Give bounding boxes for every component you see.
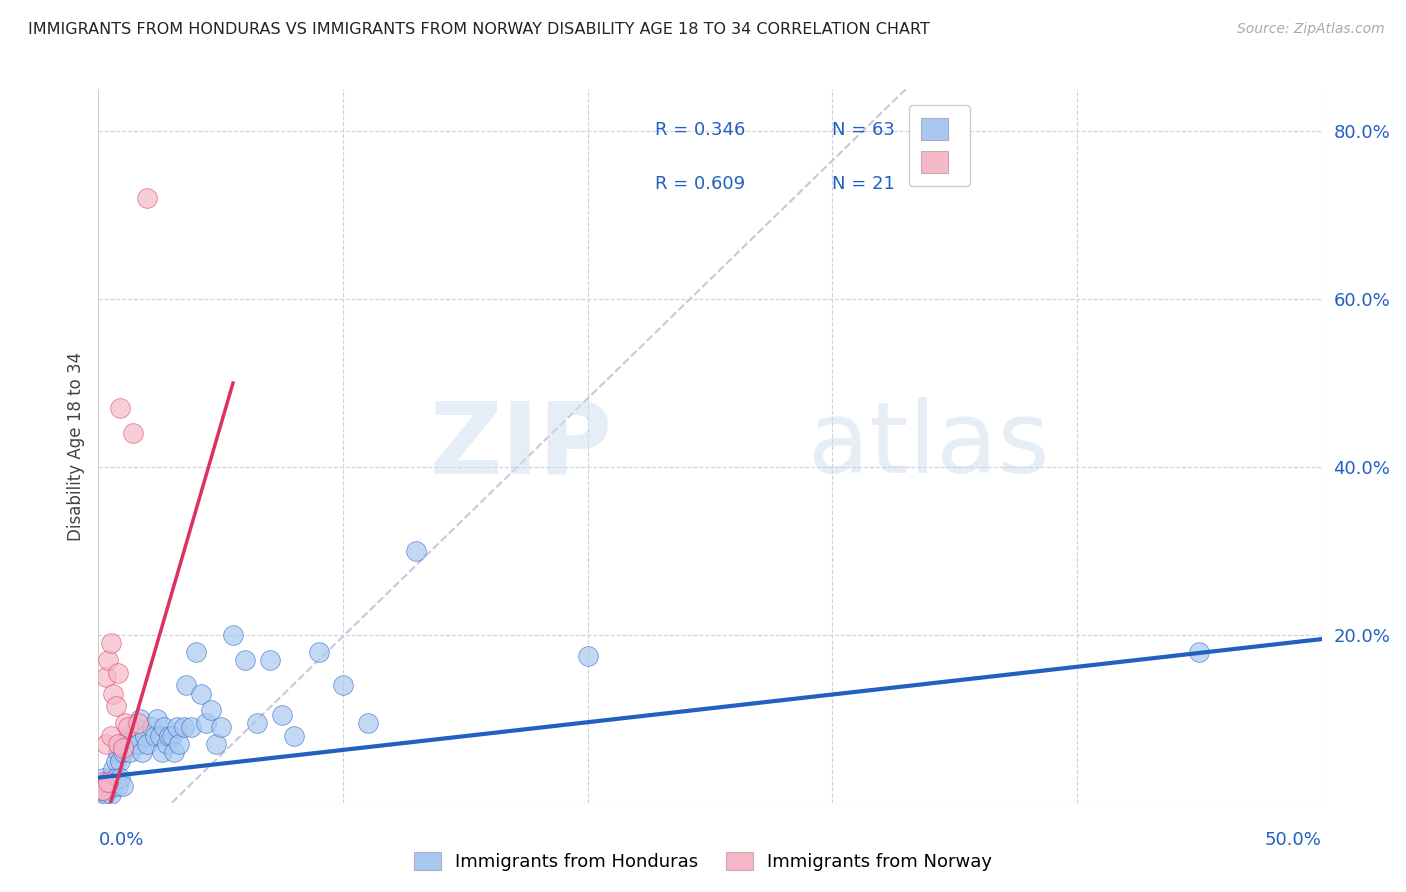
Point [110, 754, 132, 768]
Point [104, 771, 127, 785]
Point [91, 783, 114, 797]
Point [160, 729, 183, 743]
Point [94, 737, 117, 751]
Point [176, 678, 198, 692]
Point [111, 779, 134, 793]
Point [90, 779, 112, 793]
Point [150, 746, 173, 760]
Point [131, 746, 153, 760]
Point [104, 754, 127, 768]
Point [111, 741, 134, 756]
Text: N = 63: N = 63 [832, 121, 896, 139]
Point [121, 729, 143, 743]
Point [97, 774, 120, 789]
Point [127, 716, 149, 731]
Point [97, 653, 120, 667]
Point [124, 720, 146, 734]
Point [107, 779, 129, 793]
Point [91, 774, 114, 789]
Text: R = 0.346: R = 0.346 [655, 121, 745, 139]
Point [107, 746, 129, 760]
Text: 50.0%: 50.0% [1265, 831, 1322, 849]
Point [163, 746, 186, 760]
Point [120, 746, 142, 760]
Point [101, 779, 124, 793]
Point [101, 687, 124, 701]
Text: N = 21: N = 21 [832, 175, 896, 193]
Point [134, 729, 156, 743]
Point [173, 720, 195, 734]
Point [110, 771, 132, 785]
Point [222, 628, 245, 642]
Point [90, 791, 112, 805]
Point [97, 783, 120, 797]
Point [136, 737, 159, 751]
Point [91, 783, 114, 797]
Legend: , : , [908, 105, 970, 186]
Point [190, 687, 212, 701]
Point [356, 716, 378, 731]
Legend: Immigrants from Honduras, Immigrants from Norway: Immigrants from Honduras, Immigrants fro… [406, 845, 1000, 879]
Point [117, 729, 139, 743]
Point [332, 678, 354, 692]
Point [195, 716, 218, 731]
Point [90, 779, 112, 793]
Point [127, 737, 149, 751]
Point [167, 737, 190, 751]
Point [246, 716, 269, 731]
Point [136, 191, 159, 205]
Point [166, 720, 188, 734]
Point [259, 653, 281, 667]
Point [90, 783, 112, 797]
Point [101, 762, 124, 776]
Point [149, 729, 172, 743]
Point [153, 720, 176, 734]
Point [121, 426, 143, 441]
Point [200, 703, 222, 717]
Point [143, 729, 166, 743]
Text: 0.0%: 0.0% [98, 831, 143, 849]
Point [233, 653, 256, 667]
Point [100, 729, 122, 743]
Point [129, 712, 152, 726]
Point [157, 729, 180, 743]
Point [209, 720, 232, 734]
Point [100, 771, 122, 785]
Point [114, 737, 136, 751]
Point [308, 645, 330, 659]
Point [94, 670, 117, 684]
Point [100, 636, 122, 650]
Point [110, 401, 132, 416]
Point [97, 774, 120, 789]
Text: ZIP: ZIP [429, 398, 612, 494]
Point [104, 699, 127, 714]
Point [94, 779, 117, 793]
Text: R = 0.609: R = 0.609 [655, 175, 745, 193]
Point [576, 648, 599, 663]
Point [1188, 645, 1211, 659]
Text: Source: ZipAtlas.com: Source: ZipAtlas.com [1237, 22, 1385, 37]
Text: IMMIGRANTS FROM HONDURAS VS IMMIGRANTS FROM NORWAY DISABILITY AGE 18 TO 34 CORRE: IMMIGRANTS FROM HONDURAS VS IMMIGRANTS F… [28, 22, 929, 37]
Point [186, 645, 208, 659]
Point [114, 716, 136, 731]
Point [180, 720, 202, 734]
Point [283, 729, 305, 743]
Point [107, 737, 129, 751]
Point [107, 665, 129, 680]
Point [156, 737, 179, 751]
Point [141, 720, 163, 734]
Point [405, 544, 427, 558]
Y-axis label: Disability Age 18 to 34: Disability Age 18 to 34 [66, 351, 84, 541]
Point [146, 712, 169, 726]
Point [91, 771, 114, 785]
Text: atlas: atlas [808, 398, 1049, 494]
Point [111, 746, 134, 760]
Point [270, 707, 294, 722]
Point [117, 720, 139, 734]
Point [94, 788, 117, 802]
Point [205, 737, 228, 751]
Point [100, 788, 122, 802]
